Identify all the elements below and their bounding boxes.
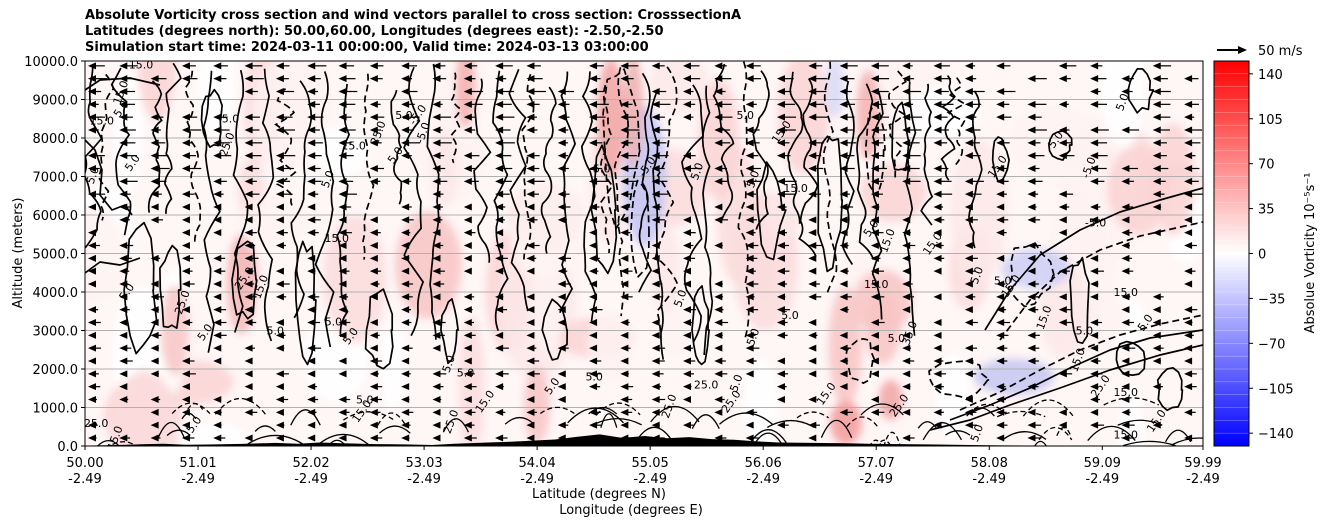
wind-vectors bbox=[88, 62, 1203, 442]
contour-label: 15.0 bbox=[90, 115, 115, 128]
colorbar-tick-label: −70 bbox=[1258, 337, 1285, 352]
terrain-silhouette bbox=[85, 434, 1203, 446]
x-tick-label-lat: 52.02 bbox=[292, 456, 329, 471]
contour-label: 5.0 bbox=[84, 165, 102, 186]
contour-label: 5.0 bbox=[585, 371, 603, 384]
x-tick-label-lon: -2.49 bbox=[520, 472, 554, 487]
contour-label: -5.0 bbox=[1085, 217, 1106, 230]
colorbar-tick-label: 140 bbox=[1258, 68, 1283, 83]
x-tick-label-lon: -2.49 bbox=[1186, 472, 1220, 487]
contour-label: -5.0 bbox=[589, 163, 610, 176]
x-tick-label-lon: -2.49 bbox=[181, 472, 215, 487]
y-tick-label: 4000.0 bbox=[33, 286, 79, 301]
contour-label: 5.0 bbox=[744, 327, 762, 348]
contour-label: 5.0 bbox=[968, 265, 986, 286]
contour-label: 5.0 bbox=[440, 354, 458, 375]
y-axis-label: Altitude (meters) bbox=[11, 198, 26, 309]
x-tick-label-lat: 50.00 bbox=[66, 456, 103, 471]
quiver-key-label: 50 m/s bbox=[1258, 44, 1303, 59]
contour-label: 5.0 bbox=[781, 309, 799, 322]
contour-label: 5.0 bbox=[325, 315, 343, 328]
colorbar-tick-label: −140 bbox=[1258, 427, 1294, 442]
grid-lines bbox=[85, 99, 1203, 408]
contour-label: 5.0 bbox=[737, 109, 755, 122]
chart-title-line-2: Latitudes (degrees north): 50.00,60.00, … bbox=[85, 24, 664, 39]
x-tick-label-lon: -2.49 bbox=[407, 472, 441, 487]
colorbar-tick-label: 70 bbox=[1258, 158, 1275, 173]
y-tick-label: 8000.0 bbox=[33, 132, 79, 147]
chart-title-line-1: Absolute Vorticity cross section and win… bbox=[85, 8, 742, 23]
x-axis: 50.00-2.4951.01-2.4952.02-2.4953.03-2.49… bbox=[66, 446, 1222, 487]
y-tick-label: 10000.0 bbox=[24, 55, 78, 70]
x-tick-label-lat: 59.09 bbox=[1084, 456, 1121, 471]
contour-label: 15.0 bbox=[1114, 428, 1139, 441]
colorbar-tick-label: 0 bbox=[1258, 248, 1266, 263]
colorbar-label: Absolue Vorticity 10⁻⁵s⁻¹ bbox=[1303, 173, 1318, 334]
contour-label: 15.0 bbox=[1114, 286, 1139, 299]
x-tick-label-lat: 53.03 bbox=[405, 456, 442, 471]
y-tick-label: 7000.0 bbox=[33, 171, 79, 186]
x-tick-label-lon: -2.49 bbox=[633, 472, 667, 487]
y-tick-label: 9000.0 bbox=[33, 94, 79, 109]
contour-label: 15.0 bbox=[341, 140, 366, 153]
contour-label: 15.0 bbox=[1114, 386, 1139, 399]
contour-label: 5.0 bbox=[1076, 324, 1094, 337]
contour-label: 5.0 bbox=[319, 169, 337, 190]
colorbar-tick-label: 105 bbox=[1258, 113, 1283, 128]
x-axis-label-longitude: Longitude (degrees E) bbox=[559, 503, 703, 518]
contour-label: 25.0 bbox=[84, 417, 109, 430]
colorbar-tick-label: −35 bbox=[1258, 292, 1285, 307]
contour-label: 5.0 bbox=[267, 324, 285, 337]
x-tick-label-lon: -2.49 bbox=[859, 472, 893, 487]
contour-label: 5.0 bbox=[994, 274, 1012, 287]
colorbar-ticks: 140 105 70 35 0 −35 −70 −105 −140 bbox=[1249, 68, 1294, 442]
chart-title-line-3: Simulation start time: 2024-03-11 00:00:… bbox=[85, 40, 649, 55]
contour-label: 5.0 bbox=[356, 394, 374, 407]
colorbar-tick-label: 35 bbox=[1258, 203, 1275, 218]
contour-label: 15.0 bbox=[783, 182, 808, 195]
x-tick-label-lat: 58.08 bbox=[971, 456, 1008, 471]
colorbar-bands bbox=[1214, 73, 1249, 447]
contour-label: 15.0 bbox=[325, 232, 350, 245]
contour-label: 5.0 bbox=[222, 113, 240, 126]
y-axis: 0.0 1000.0 2000.0 3000.0 4000.0 5000.0 6000.0 7… bbox=[24, 55, 85, 455]
contour-label: 5.0 bbox=[1113, 92, 1131, 113]
contour-label: 5.0 bbox=[457, 367, 475, 380]
y-tick-label: 5000.0 bbox=[33, 248, 79, 263]
contour-label: 5.0 bbox=[688, 161, 706, 182]
x-tick-label-lon: -2.49 bbox=[294, 472, 328, 487]
contour-label: 5.0 bbox=[395, 109, 413, 122]
contour-label: 5.0 bbox=[744, 169, 762, 190]
contour-label: 15.0 bbox=[129, 59, 154, 72]
x-tick-label-lon: -2.49 bbox=[68, 472, 102, 487]
x-tick-label-lat: 56.06 bbox=[745, 456, 782, 471]
x-tick-label-lat: 54.04 bbox=[519, 456, 556, 471]
y-tick-label: 1000.0 bbox=[33, 402, 79, 417]
x-axis-label-latitude: Latitude (degrees N) bbox=[532, 487, 666, 502]
contour-label: 5.0 bbox=[727, 373, 745, 394]
x-tick-label-lat: 59.99 bbox=[1184, 456, 1221, 471]
x-tick-label-lat: 51.01 bbox=[179, 456, 216, 471]
x-tick-label-lon: -2.49 bbox=[1085, 472, 1119, 487]
x-tick-label-lon: -2.49 bbox=[746, 472, 780, 487]
x-tick-label-lat: 57.07 bbox=[858, 456, 895, 471]
y-tick-label: 2000.0 bbox=[33, 363, 79, 378]
contour-lines bbox=[85, 61, 1203, 446]
contour-label: 5.0 bbox=[968, 423, 986, 444]
contour-label: 5.0 bbox=[671, 288, 689, 309]
contour-label: 5.0 bbox=[888, 332, 906, 345]
colorbar-tick-label: −105 bbox=[1258, 382, 1294, 397]
x-tick-label-lat: 55.05 bbox=[632, 456, 669, 471]
x-tick-label-lon: -2.49 bbox=[972, 472, 1006, 487]
colorbar: 140 105 70 35 0 −35 −70 −105 −140 Absolue Vortic… bbox=[1213, 60, 1318, 447]
y-tick-label: 0.0 bbox=[57, 440, 78, 455]
y-tick-label: 6000.0 bbox=[33, 209, 79, 224]
y-tick-label: 3000.0 bbox=[33, 325, 79, 340]
contour-label: 15.0 bbox=[864, 278, 889, 291]
quiver-key: 50 m/s bbox=[1217, 44, 1303, 59]
contour-label: 25.0 bbox=[694, 378, 719, 391]
